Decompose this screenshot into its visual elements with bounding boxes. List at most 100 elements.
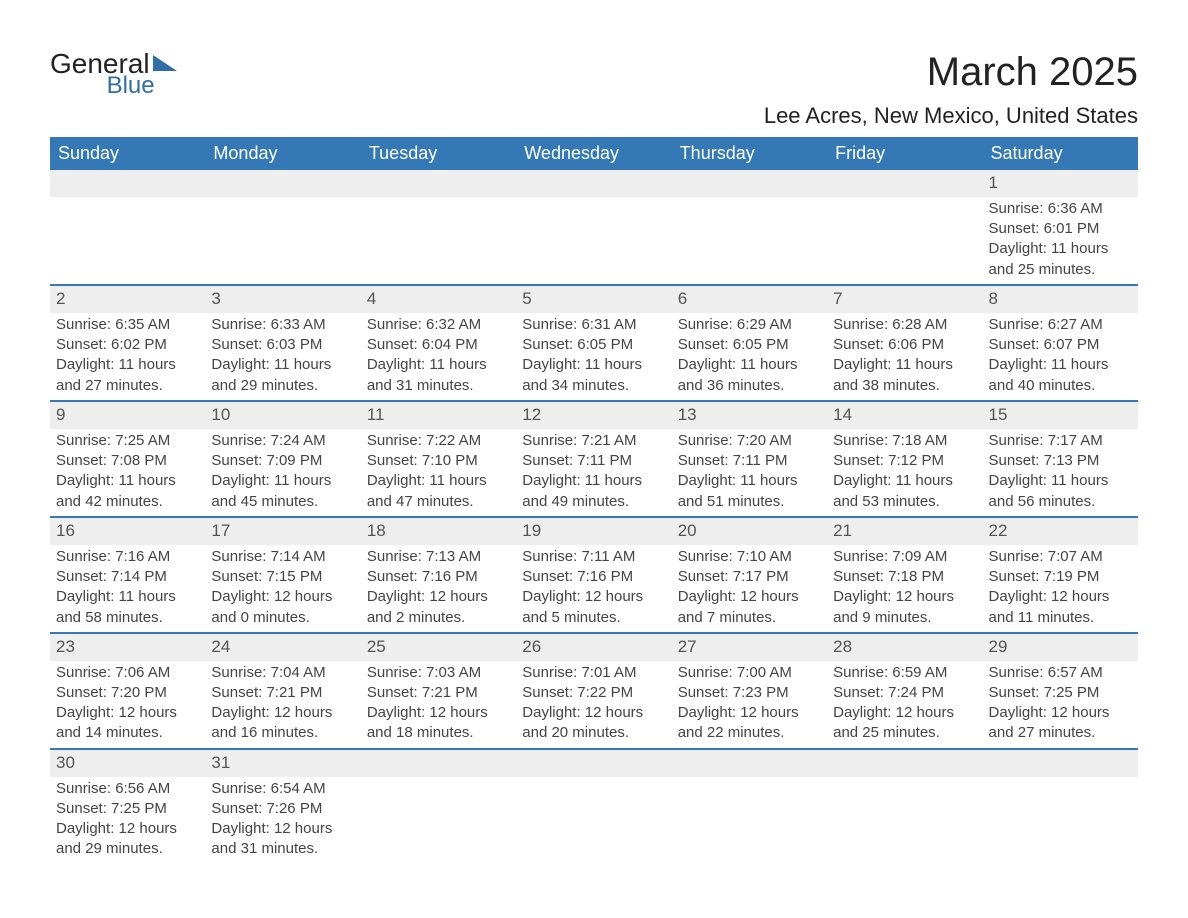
calendar-week-row: 9Sunrise: 7:25 AMSunset: 7:08 PMDaylight… (50, 401, 1138, 517)
empty-day (672, 750, 827, 777)
sunrise-text: Sunrise: 6:54 AM (211, 779, 354, 799)
daylight-text-1: Daylight: 11 hours (56, 587, 199, 607)
sunset-text: Sunset: 7:18 PM (833, 567, 976, 587)
calendar-cell: 25Sunrise: 7:03 AMSunset: 7:21 PMDayligh… (361, 633, 516, 749)
daylight-text-1: Daylight: 11 hours (989, 239, 1132, 259)
calendar-cell: 20Sunrise: 7:10 AMSunset: 7:17 PMDayligh… (672, 517, 827, 633)
daylight-text-1: Daylight: 11 hours (833, 471, 976, 491)
calendar-cell: 13Sunrise: 7:20 AMSunset: 7:11 PMDayligh… (672, 401, 827, 517)
daylight-text-2: and 53 minutes. (833, 492, 976, 512)
sunrise-text: Sunrise: 6:56 AM (56, 779, 199, 799)
daylight-text-1: Daylight: 12 hours (211, 587, 354, 607)
daylight-text-2: and 20 minutes. (522, 723, 665, 743)
day-number: 29 (983, 634, 1138, 661)
empty-day (50, 170, 205, 197)
day-details: Sunrise: 7:25 AMSunset: 7:08 PMDaylight:… (50, 429, 205, 516)
calendar-cell: 3Sunrise: 6:33 AMSunset: 6:03 PMDaylight… (205, 285, 360, 401)
sunrise-text: Sunrise: 6:35 AM (56, 315, 199, 335)
day-details: Sunrise: 7:22 AMSunset: 7:10 PMDaylight:… (361, 429, 516, 516)
sunrise-text: Sunrise: 6:59 AM (833, 663, 976, 683)
daylight-text-2: and 9 minutes. (833, 608, 976, 628)
empty-day (361, 750, 516, 777)
daylight-text-2: and 40 minutes. (989, 376, 1132, 396)
sunset-text: Sunset: 7:16 PM (367, 567, 510, 587)
daylight-text-1: Daylight: 12 hours (833, 587, 976, 607)
sunrise-text: Sunrise: 6:28 AM (833, 315, 976, 335)
empty-day (516, 750, 671, 777)
weekday-header: Saturday (983, 137, 1138, 170)
calendar-cell: 7Sunrise: 6:28 AMSunset: 6:06 PMDaylight… (827, 285, 982, 401)
day-number: 25 (361, 634, 516, 661)
calendar-cell (827, 170, 982, 285)
calendar-cell: 12Sunrise: 7:21 AMSunset: 7:11 PMDayligh… (516, 401, 671, 517)
day-number: 24 (205, 634, 360, 661)
calendar-week-row: 2Sunrise: 6:35 AMSunset: 6:02 PMDaylight… (50, 285, 1138, 401)
calendar-cell: 19Sunrise: 7:11 AMSunset: 7:16 PMDayligh… (516, 517, 671, 633)
calendar-week-row: 1Sunrise: 6:36 AMSunset: 6:01 PMDaylight… (50, 170, 1138, 285)
calendar-cell (827, 749, 982, 864)
daylight-text-2: and 27 minutes. (989, 723, 1132, 743)
sunrise-text: Sunrise: 7:03 AM (367, 663, 510, 683)
sunset-text: Sunset: 7:15 PM (211, 567, 354, 587)
daylight-text-2: and 49 minutes. (522, 492, 665, 512)
sunrise-text: Sunrise: 7:21 AM (522, 431, 665, 451)
daylight-text-1: Daylight: 11 hours (522, 471, 665, 491)
daylight-text-2: and 16 minutes. (211, 723, 354, 743)
daylight-text-2: and 18 minutes. (367, 723, 510, 743)
day-details: Sunrise: 6:36 AMSunset: 6:01 PMDaylight:… (983, 197, 1138, 284)
daylight-text-1: Daylight: 11 hours (211, 471, 354, 491)
sunset-text: Sunset: 7:25 PM (989, 683, 1132, 703)
daylight-text-1: Daylight: 12 hours (833, 703, 976, 723)
calendar-cell: 23Sunrise: 7:06 AMSunset: 7:20 PMDayligh… (50, 633, 205, 749)
sunrise-text: Sunrise: 7:06 AM (56, 663, 199, 683)
daylight-text-2: and 22 minutes. (678, 723, 821, 743)
calendar-cell (361, 749, 516, 864)
day-details: Sunrise: 7:11 AMSunset: 7:16 PMDaylight:… (516, 545, 671, 632)
daylight-text-2: and 0 minutes. (211, 608, 354, 628)
day-details: Sunrise: 7:01 AMSunset: 7:22 PMDaylight:… (516, 661, 671, 748)
sunset-text: Sunset: 6:05 PM (522, 335, 665, 355)
daylight-text-2: and 51 minutes. (678, 492, 821, 512)
day-number: 17 (205, 518, 360, 545)
sunrise-text: Sunrise: 7:10 AM (678, 547, 821, 567)
day-details: Sunrise: 6:32 AMSunset: 6:04 PMDaylight:… (361, 313, 516, 400)
day-number: 22 (983, 518, 1138, 545)
day-number: 13 (672, 402, 827, 429)
day-details: Sunrise: 6:54 AMSunset: 7:26 PMDaylight:… (205, 777, 360, 864)
day-details: Sunrise: 7:04 AMSunset: 7:21 PMDaylight:… (205, 661, 360, 748)
weekday-header: Monday (205, 137, 360, 170)
calendar-cell: 11Sunrise: 7:22 AMSunset: 7:10 PMDayligh… (361, 401, 516, 517)
calendar-cell: 31Sunrise: 6:54 AMSunset: 7:26 PMDayligh… (205, 749, 360, 864)
day-number: 5 (516, 286, 671, 313)
page-header: General Blue March 2025 Lee Acres, New M… (50, 50, 1138, 129)
daylight-text-2: and 27 minutes. (56, 376, 199, 396)
calendar-cell (205, 170, 360, 285)
sunrise-text: Sunrise: 6:27 AM (989, 315, 1132, 335)
calendar-cell: 29Sunrise: 6:57 AMSunset: 7:25 PMDayligh… (983, 633, 1138, 749)
empty-day (361, 170, 516, 197)
daylight-text-1: Daylight: 12 hours (678, 587, 821, 607)
sunrise-text: Sunrise: 6:36 AM (989, 199, 1132, 219)
daylight-text-1: Daylight: 12 hours (678, 703, 821, 723)
empty-day (983, 750, 1138, 777)
sunrise-text: Sunrise: 7:01 AM (522, 663, 665, 683)
logo: General Blue (50, 50, 177, 98)
sunset-text: Sunset: 7:13 PM (989, 451, 1132, 471)
daylight-text-1: Daylight: 11 hours (367, 471, 510, 491)
day-details: Sunrise: 7:09 AMSunset: 7:18 PMDaylight:… (827, 545, 982, 632)
sunrise-text: Sunrise: 7:18 AM (833, 431, 976, 451)
calendar-cell (672, 749, 827, 864)
title-block: March 2025 Lee Acres, New Mexico, United… (764, 50, 1138, 129)
calendar-cell: 14Sunrise: 7:18 AMSunset: 7:12 PMDayligh… (827, 401, 982, 517)
sunrise-text: Sunrise: 7:16 AM (56, 547, 199, 567)
daylight-text-2: and 14 minutes. (56, 723, 199, 743)
sunset-text: Sunset: 6:05 PM (678, 335, 821, 355)
daylight-text-2: and 36 minutes. (678, 376, 821, 396)
day-number: 9 (50, 402, 205, 429)
day-details: Sunrise: 7:14 AMSunset: 7:15 PMDaylight:… (205, 545, 360, 632)
day-number: 15 (983, 402, 1138, 429)
sunset-text: Sunset: 7:08 PM (56, 451, 199, 471)
daylight-text-2: and 31 minutes. (367, 376, 510, 396)
empty-day (827, 750, 982, 777)
daylight-text-2: and 34 minutes. (522, 376, 665, 396)
